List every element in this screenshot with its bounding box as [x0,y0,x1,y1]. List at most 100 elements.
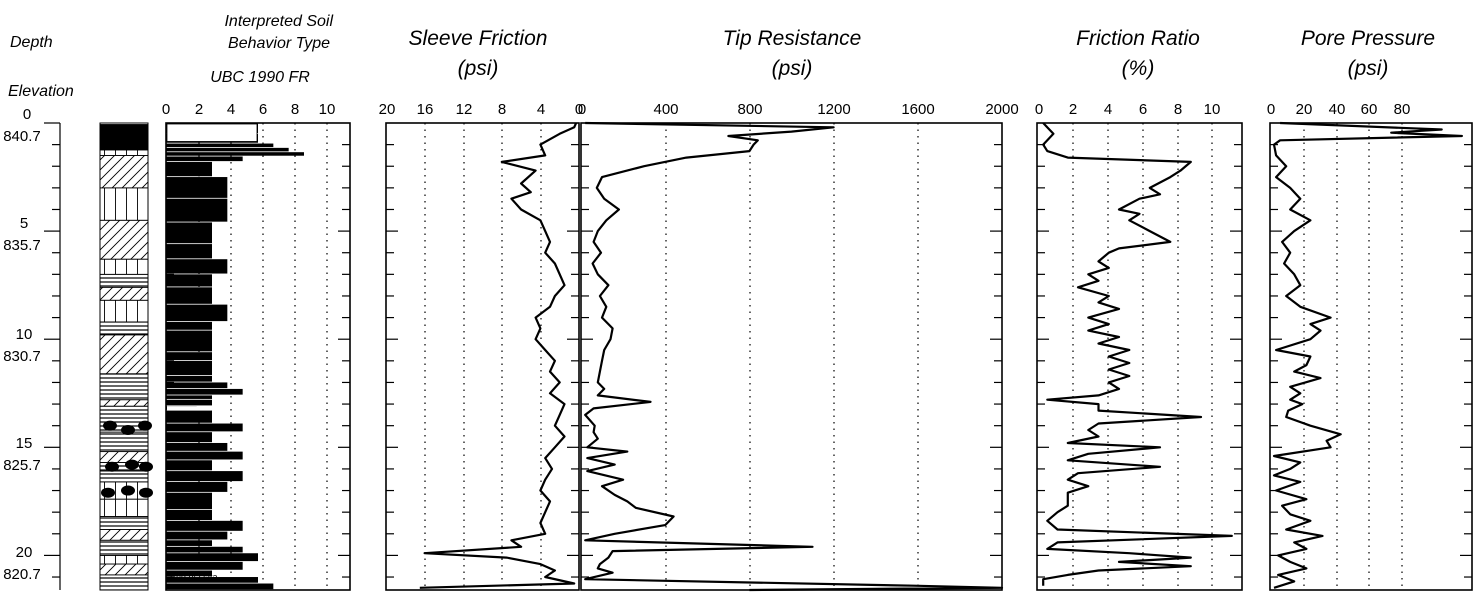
lithology-band [99,399,149,407]
fr-tick-label: 0 [1035,101,1043,118]
sbt-tick-label: 2 [195,101,203,118]
sbt-bar [166,177,228,198]
pore-unit: (psi) [1348,57,1389,80]
sleeve-tick-label: 16 [417,101,434,118]
sleeve-tick-label: 8 [498,101,506,118]
elev-label-15: 825.7 [3,457,41,474]
lithology-band [99,273,149,288]
lithology-gravel [121,425,135,436]
lithology-band [99,470,149,483]
lithology-band [99,574,149,591]
sleeve-tick-label: 4 [537,101,545,118]
sbt-bar [166,244,212,259]
lithology-gravel [105,461,119,472]
depth-label-20: 20 [16,544,33,561]
lithology-gravel [101,487,115,498]
lithology-band [99,321,149,336]
sbt-bar [166,330,212,352]
tip-title: Tip Resistance [723,27,862,50]
sleeve-tick-label: 0 [575,101,583,118]
sbt-tick-label: 0 [162,101,170,118]
sbt-bar [166,570,212,577]
fr-frame [1036,122,1243,591]
tip-tick-label: 400 [653,101,678,118]
lithology-band [99,563,149,576]
tip-frame [580,122,1003,591]
sbt-bar [166,451,243,460]
sbt-bar [166,321,212,330]
lithology-band [99,529,149,541]
depth-axis-ticks [44,122,61,590]
tip-tick-label: 1200 [817,101,850,118]
lithology-gravel [103,420,117,431]
sbt-bar [166,198,228,222]
pore-tick-label: 40 [1329,101,1346,118]
fr-tick-label: 2 [1069,101,1077,118]
pore-track: 0 20 40 60 80 [1267,101,1473,591]
sbt-tick-label: 6 [259,101,267,118]
fr-tick-label: 10 [1204,101,1221,118]
elev-label-0: 840.7 [3,128,41,145]
lithology-hatch [100,134,148,138]
lithology-band [99,187,149,221]
fr-title: Friction Ratio [1076,27,1200,50]
lithology-hatch [100,147,148,151]
depth-label-10: 10 [16,326,33,343]
lithology-band [99,539,149,556]
lithology-hatch [100,144,148,148]
lithology-hatch [100,131,148,135]
depth-label-0: 0 [23,106,31,123]
end-of-data-note: End of Data [170,572,218,582]
lithology-gravel [139,461,153,472]
lithology-band [99,219,149,260]
pore-trace [1272,121,1464,589]
sbt-tick-label: 10 [319,101,336,118]
elev-label-5: 835.7 [3,237,41,254]
fr-tick-label: 4 [1104,101,1112,118]
sbt-title-line1: Interpreted Soil [224,13,333,30]
sbt-bar [166,531,228,540]
lithology-band [99,299,149,323]
lithology-band [99,373,149,401]
tip-tick-label: 2000 [985,101,1018,118]
sbt-bar [166,432,212,443]
lithology-hatch [100,142,148,146]
lithology-gravel [138,420,152,431]
tip-tick-label: 800 [737,101,762,118]
sbt-bar [166,561,243,570]
sbt-bar [166,287,212,304]
elevation-label: Elevation [8,83,74,100]
pore-tick-label: 60 [1361,101,1378,118]
lithology-hatch [100,137,148,141]
lithology-gravel [139,487,153,498]
sleeve-track: 20 16 12 8 4 0 [379,101,583,591]
sbt-bar [166,546,243,553]
sbt-bar [166,259,228,274]
sbt-bar [166,382,228,389]
sbt-bar [166,161,212,177]
depth-labels: 0 840.7 5 835.7 10 830.7 15 825.7 20 820… [3,106,41,583]
lithology-band [99,334,149,375]
lithology-hatch [100,124,148,128]
elev-label-20: 820.7 [3,566,41,583]
sbt-bar [166,304,228,322]
fr-tick-label: 8 [1174,101,1182,118]
depth-label: Depth [10,34,53,51]
sbt-bar [166,577,258,583]
fr-tick-label: 6 [1139,101,1147,118]
lithology-band [99,258,149,275]
sbt-bar [166,156,243,162]
sbt-gap [167,406,211,411]
lithology-band [99,431,149,453]
tracks: 0 2 4 6 8 10 20 16 12 8 4 00 400 800 1200 1600 2000 0 2 4 6 8… [44,101,1473,592]
lithology-hatch [100,129,148,133]
sbt-tick-label: 4 [227,101,235,118]
sbt-bar [166,553,258,562]
pore-frame [1269,122,1473,591]
depth-label-5: 5 [20,215,28,232]
sbt-bar [166,410,212,423]
sbt-bar [166,520,243,531]
pore-tick-label: 20 [1296,101,1313,118]
sbt-bar [166,540,212,546]
